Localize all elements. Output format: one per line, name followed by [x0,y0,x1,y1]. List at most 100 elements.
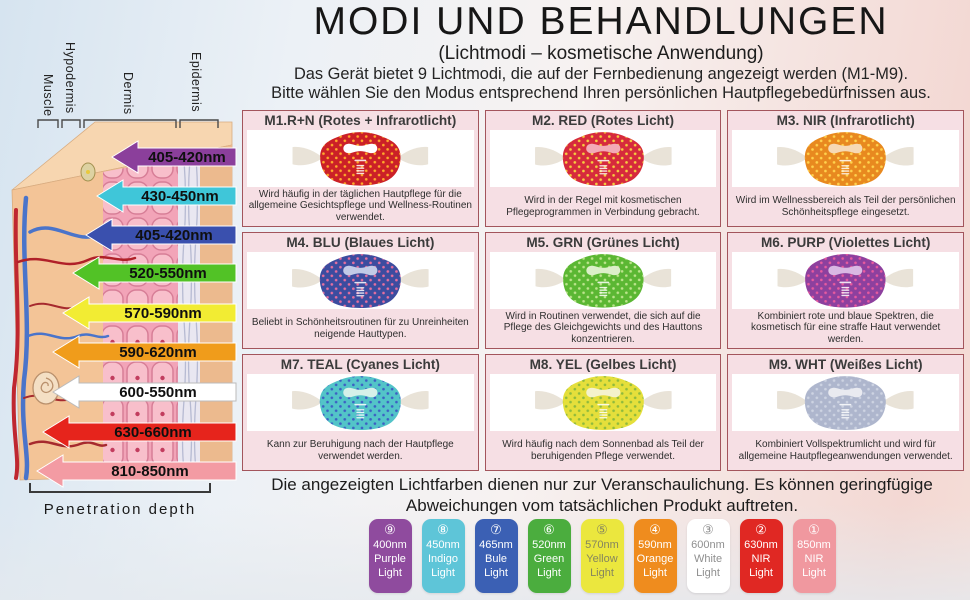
layer-label-dermis: Dermis [121,72,135,115]
arrow-label: 600-550nm [119,384,197,401]
arrow-600-550-white [52,375,237,409]
swatch-number: ⑦ [490,522,502,537]
swatch-color-name: Green [533,552,565,565]
card-description: Wird im Wellnessbereich als Teil der per… [735,194,956,218]
arrow-label: 810-850nm [111,463,189,480]
arrow-label: 590-620nm [119,344,197,361]
swatch-wavelength: 570nm [585,538,619,551]
swatch-570nm-yellow: ⑤ 570nm Yellow Light [580,519,624,593]
mask-illustration [534,132,672,187]
swatch-wavelength: 400nm [373,538,407,551]
swatch-color-name: Orange [636,552,674,565]
arrow-label: 405-420nm [148,149,226,166]
mode-card-m5: M5. GRN (Grünes Licht) Wird in Routinen … [484,232,722,349]
swatch-600nm-white: ③ 600nm White Light [686,519,730,593]
page-title: MODI UND BEHANDLUNGEN [313,0,889,43]
swatch-850nm-nir: ① 850nm NIR Light [792,519,836,593]
disclaimer-line-1: Die angezeigten Lichtfarben dienen nur z… [271,475,933,494]
mask-photo [732,252,959,309]
swatch-wavelength: 850nm [797,538,831,551]
mode-card-m7: M7. TEAL (Cyanes Licht) Kann zur Beruhig… [242,354,479,471]
mode-card-m2: M2. RED (Rotes Licht) Wird in der Regel … [484,110,722,227]
arrow-label: 570-590nm [124,305,202,322]
follicle [80,162,96,182]
arrow-570-590-yellow [62,296,237,330]
mask-illustration [535,254,671,308]
intro-line-2: Bitte wählen Sie den Modus entsprechend … [271,83,931,102]
swatch-number: ④ [649,522,661,537]
swatch-450nm-indigo: ⑧ 450nm Indigo Light [421,519,465,593]
swatch-word: Light [431,567,455,580]
swatch-word: Light [590,567,614,580]
arrow-430-450-cyan [96,179,237,213]
card-title: M7. TEAL (Cyanes Licht) [280,357,440,372]
mask-photo [247,252,474,309]
swatch-wavelength: 520nm [532,538,566,551]
swatch-number: ② [755,522,767,537]
swatch-word: Light [802,567,826,580]
card-title: M5. GRN (Grünes Licht) [526,235,680,250]
swatch-color-name: NIR [751,552,771,565]
mask-illustration [777,254,914,308]
swatch-wavelength: 600nm [691,538,725,551]
disclaimer-line-2: Abweichungen vom tatsächlichen Produkt a… [405,496,799,516]
layer-label-hypodermis: Hypodermis [63,42,77,114]
mask-illustration [777,132,914,187]
arrow-label: 520-550nm [129,265,207,282]
swatch-630nm-red: ② 630nm NIR Light [739,519,783,593]
layer-label-muscle: Muscle [41,74,55,117]
mask-photo [489,252,717,309]
arrow-405-420-purple [111,140,237,174]
swatch-color-name: Indigo [428,552,458,565]
mode-card-m8: M8. YEL (Gelbes Licht) Wird häufig nach … [484,354,722,471]
swatch-590nm-orange: ④ 590nm Orange Light [633,519,677,593]
mode-grid: M1.R+N (Rotes + Infrarotlicht) Wird häuf… [242,110,964,471]
swatch-wavelength: 450nm [426,538,460,551]
mask-photo [489,374,717,431]
swatch-465nm-blue: ⑦ 465nm Bule Light [474,519,518,593]
swatch-color-name: Yellow [586,552,618,565]
arrow-590-620-orange [52,335,237,369]
swatch-number: ⑥ [543,522,555,537]
card-title: M4. BLU (Blaues Licht) [286,235,435,250]
card-title: M9. WHT (Weißes Licht) [768,357,923,372]
swatch-wavelength: 630nm [744,538,778,551]
intro-line-1: Das Gerät bietet 9 Lichtmodi, die auf de… [293,64,909,83]
penetration-bracket [29,483,211,493]
arrow-405-420-blue [85,218,237,252]
mode-card-m1: M1.R+N (Rotes + Infrarotlicht) Wird häuf… [242,110,479,227]
layer-labels: Muscle Hypodermis Dermis Epidermis [37,42,219,128]
card-title: M6. PURP (Violettes Licht) [760,235,931,250]
mode-card-m6: M6. PURP (Violettes Licht) Kombiniert ro… [727,232,964,349]
swatch-number: ③ [702,522,714,537]
skin-penetration-diagram: 405-420nm 430-450nm 405-420nm 520-550nm … [11,42,237,518]
arrow-label: 405-420nm [135,227,213,244]
swatch-word: Light [749,567,773,580]
arrow-label: 430-450nm [141,188,219,205]
mask-photo [732,374,959,431]
arrow-810-850-pink [36,454,237,488]
swatch-word: Light [378,567,402,580]
card-description: Wird häufig in der täglichen Hautpflege … [248,188,472,224]
arrow-630-660-red [42,415,237,449]
swatch-word: Light [537,567,561,580]
wavelength-arrows: 405-420nm 430-450nm 405-420nm 520-550nm … [36,140,237,488]
mask-photo [247,374,474,431]
swatch-number: ① [808,522,820,537]
mask-photo [489,130,717,187]
card-description: Wird in Routinen verwendet, die sich auf… [503,310,703,346]
swatch-word: Light [696,567,720,580]
layer-brackets [37,119,219,128]
mask-illustration [777,376,914,431]
card-description: Beliebt in Schönheitsroutinen für zu Unr… [251,316,469,340]
card-title: M2. RED (Rotes Licht) [532,113,674,128]
card-title: M8. YEL (Gelbes Licht) [529,357,677,372]
page-subtitle: (Lichtmodi – kosmetische Anwendung) [438,42,764,64]
swatch-400nm-purple: ⑨ 400nm Purple Light [368,519,412,593]
mode-card-m9: M9. WHT (Weißes Licht) Kombiniert Vollsp… [727,354,964,471]
mask-illustration [292,132,429,186]
mask-illustration [292,376,429,431]
swatch-wavelength: 465nm [479,538,513,551]
mask-photo [247,130,474,187]
